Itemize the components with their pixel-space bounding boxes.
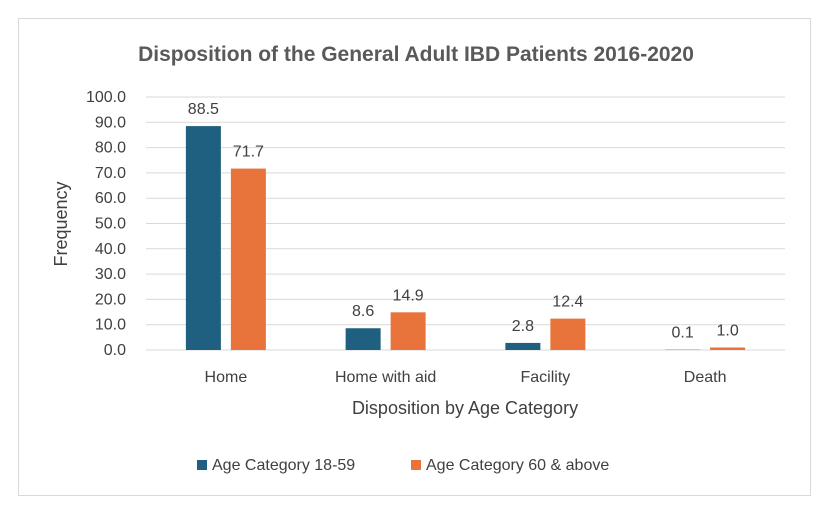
legend-swatch <box>197 460 207 470</box>
bar <box>710 347 746 350</box>
y-tick-label: 90.0 <box>95 114 126 131</box>
y-tick-labels: 0.0 10.0 20.0 30.0 40.0 50.0 60.0 70.0 80.0 90.0 1… <box>86 89 126 359</box>
bar <box>390 312 426 350</box>
chart-title: Disposition of the General Adult IBD Pat… <box>138 43 694 66</box>
legend-swatch <box>411 460 421 470</box>
y-tick-label: 80.0 <box>95 140 126 157</box>
legend-label: Age Category 18-59 <box>212 457 355 474</box>
data-label: 88.5 <box>188 101 219 118</box>
data-label: 71.7 <box>233 144 264 161</box>
bars <box>185 126 746 350</box>
y-tick-label: 0.0 <box>104 342 126 359</box>
x-tick-labels: Home Home with aid Facility Death <box>205 369 727 386</box>
y-tick-label: 10.0 <box>95 317 126 334</box>
chart-frame <box>18 18 811 496</box>
y-tick-label: 20.0 <box>95 291 126 308</box>
legend: Age Category 18-59 Age Category 60 & abov… <box>197 457 609 474</box>
data-label: 2.8 <box>512 318 534 335</box>
data-label: 12.4 <box>552 294 583 311</box>
data-label: 0.1 <box>672 325 694 342</box>
data-label: 1.0 <box>717 322 739 339</box>
data-label: 8.6 <box>352 303 374 320</box>
bar <box>550 318 586 350</box>
bar <box>345 328 381 350</box>
y-tick-label: 60.0 <box>95 190 126 207</box>
bar <box>230 168 266 350</box>
data-label: 14.9 <box>393 287 424 304</box>
y-tick-label: 30.0 <box>95 266 126 283</box>
x-tick-label: Facility <box>520 369 570 386</box>
x-tick-label: Home with aid <box>335 369 436 386</box>
data-labels: 88.5 71.7 8.6 14.9 2.8 12.4 0.1 1.0 <box>188 101 739 342</box>
x-tick-label: Home <box>205 369 248 386</box>
y-axis-title: Frequency <box>51 181 71 266</box>
bar <box>185 126 221 350</box>
bar <box>505 342 541 350</box>
legend-label: Age Category 60 & above <box>426 457 609 474</box>
x-tick-label: Death <box>684 369 727 386</box>
y-tick-label: 50.0 <box>95 216 126 233</box>
x-axis-title: Disposition by Age Category <box>352 398 578 418</box>
y-tick-label: 70.0 <box>95 165 126 182</box>
y-tick-label: 100.0 <box>86 89 126 106</box>
y-tick-label: 40.0 <box>95 241 126 258</box>
